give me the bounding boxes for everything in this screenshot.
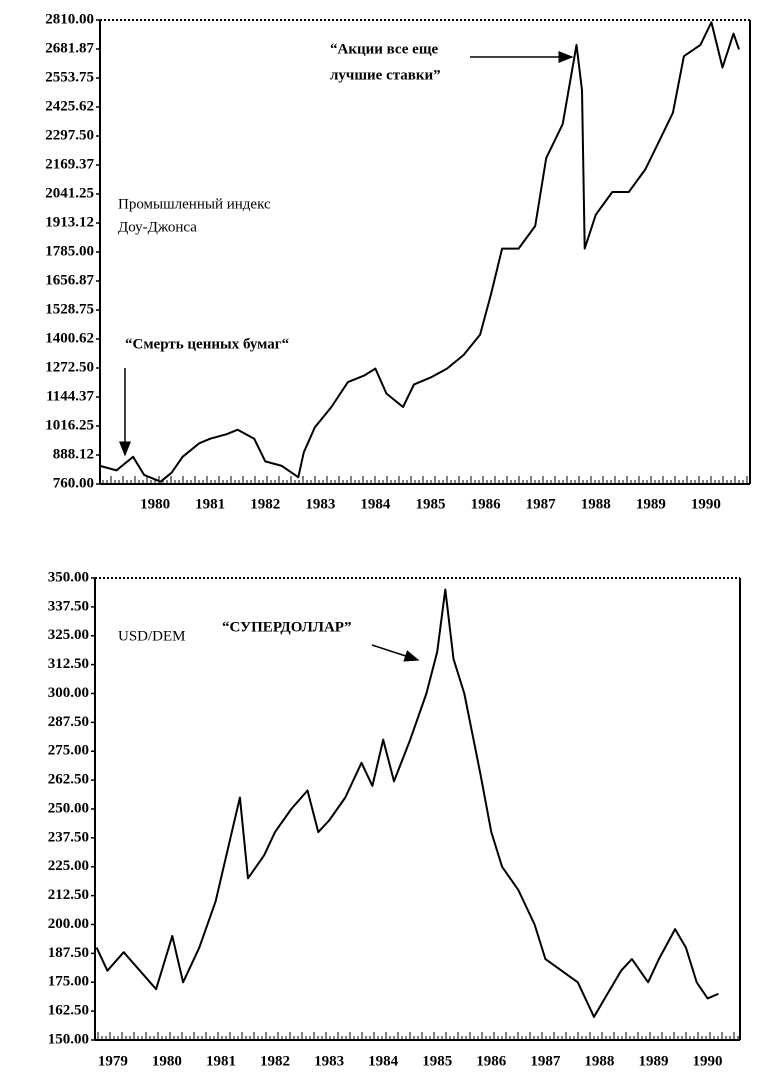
x-tick-label: 1982 — [250, 496, 280, 512]
x-tick-label: 1979 — [98, 1053, 128, 1069]
annotation: Доу-Джонса — [118, 219, 197, 235]
y-tick-label: 2041.25 — [45, 185, 94, 201]
y-tick-label: 150.00 — [48, 1031, 89, 1047]
x-tick-label: 1981 — [206, 1053, 236, 1069]
y-tick-label: 2681.87 — [45, 40, 94, 56]
y-tick-label: 312.50 — [48, 656, 89, 672]
series-line — [95, 588, 719, 1018]
y-tick-label: 1144.37 — [46, 388, 94, 404]
x-tick-label: 1980 — [152, 1053, 182, 1069]
y-tick-label: 325.00 — [48, 627, 89, 643]
y-tick-label: 200.00 — [48, 916, 89, 932]
y-tick-label: 888.12 — [53, 446, 94, 462]
y-tick-label: 1400.62 — [45, 330, 94, 346]
x-tick-label: 1986 — [471, 496, 502, 512]
x-tick-label: 1984 — [360, 496, 391, 512]
x-tick-label: 1987 — [526, 496, 557, 512]
x-tick-label: 1988 — [584, 1053, 614, 1069]
arrow — [371, 644, 420, 662]
y-tick-label: 1656.87 — [45, 272, 94, 288]
y-tick-label: 2297.50 — [45, 127, 94, 143]
x-tick-label: 1983 — [314, 1053, 344, 1069]
y-tick-label: 760.00 — [53, 475, 94, 491]
x-tick-label: 1984 — [368, 1053, 399, 1069]
annotation: Промышленный индекс — [118, 196, 271, 212]
y-tick-label: 2553.75 — [45, 69, 94, 85]
annotation: “СУПЕРДОЛЛАР” — [222, 619, 351, 635]
x-tick-label: 1983 — [305, 496, 335, 512]
x-tick-label: 1989 — [636, 496, 666, 512]
y-tick-label: 2425.62 — [45, 98, 94, 114]
x-tick-label: 1990 — [693, 1053, 723, 1069]
series-line — [99, 21, 740, 483]
y-tick-label: 300.00 — [48, 685, 89, 701]
y-tick-label: 287.50 — [48, 714, 89, 730]
x-tick-label: 1990 — [691, 496, 721, 512]
y-tick-label: 1528.75 — [45, 301, 94, 317]
y-tick-label: 212.50 — [48, 887, 89, 903]
annotation: лучшие ставки” — [330, 67, 441, 83]
x-tick-label: 1987 — [530, 1053, 561, 1069]
x-tick-label: 1981 — [195, 496, 225, 512]
x-tick-label: 1982 — [260, 1053, 290, 1069]
y-tick-label: 175.00 — [48, 974, 89, 990]
annotation: “Смерть ценных бумаг“ — [125, 336, 290, 352]
y-tick-label: 1785.00 — [45, 243, 94, 259]
x-tick-label: 1980 — [140, 496, 170, 512]
y-tick-label: 275.00 — [48, 743, 89, 759]
y-tick-label: 1272.50 — [45, 359, 94, 375]
y-tick-label: 162.50 — [48, 1003, 89, 1019]
x-tick-label: 1986 — [476, 1053, 507, 1069]
y-tick-label: 2169.37 — [45, 156, 94, 172]
y-tick-label: 2810.00 — [45, 11, 94, 27]
y-tick-label: 237.50 — [48, 829, 89, 845]
x-tick-label: 1988 — [581, 496, 611, 512]
x-tick-label: 1989 — [638, 1053, 668, 1069]
x-tick-label: 1985 — [416, 496, 446, 512]
y-tick-label: 350.00 — [48, 569, 89, 585]
x-tick-label: 1985 — [422, 1053, 452, 1069]
y-tick-label: 262.50 — [48, 772, 89, 788]
y-tick-label: 1016.25 — [45, 417, 94, 433]
annotation: USD/DEM — [118, 628, 186, 644]
y-tick-label: 337.50 — [48, 598, 89, 614]
y-tick-label: 187.50 — [48, 945, 89, 961]
y-tick-label: 225.00 — [48, 858, 89, 874]
y-tick-label: 1913.12 — [45, 214, 94, 230]
annotation: “Акции все еще — [330, 41, 439, 57]
y-tick-label: 250.00 — [48, 800, 89, 816]
